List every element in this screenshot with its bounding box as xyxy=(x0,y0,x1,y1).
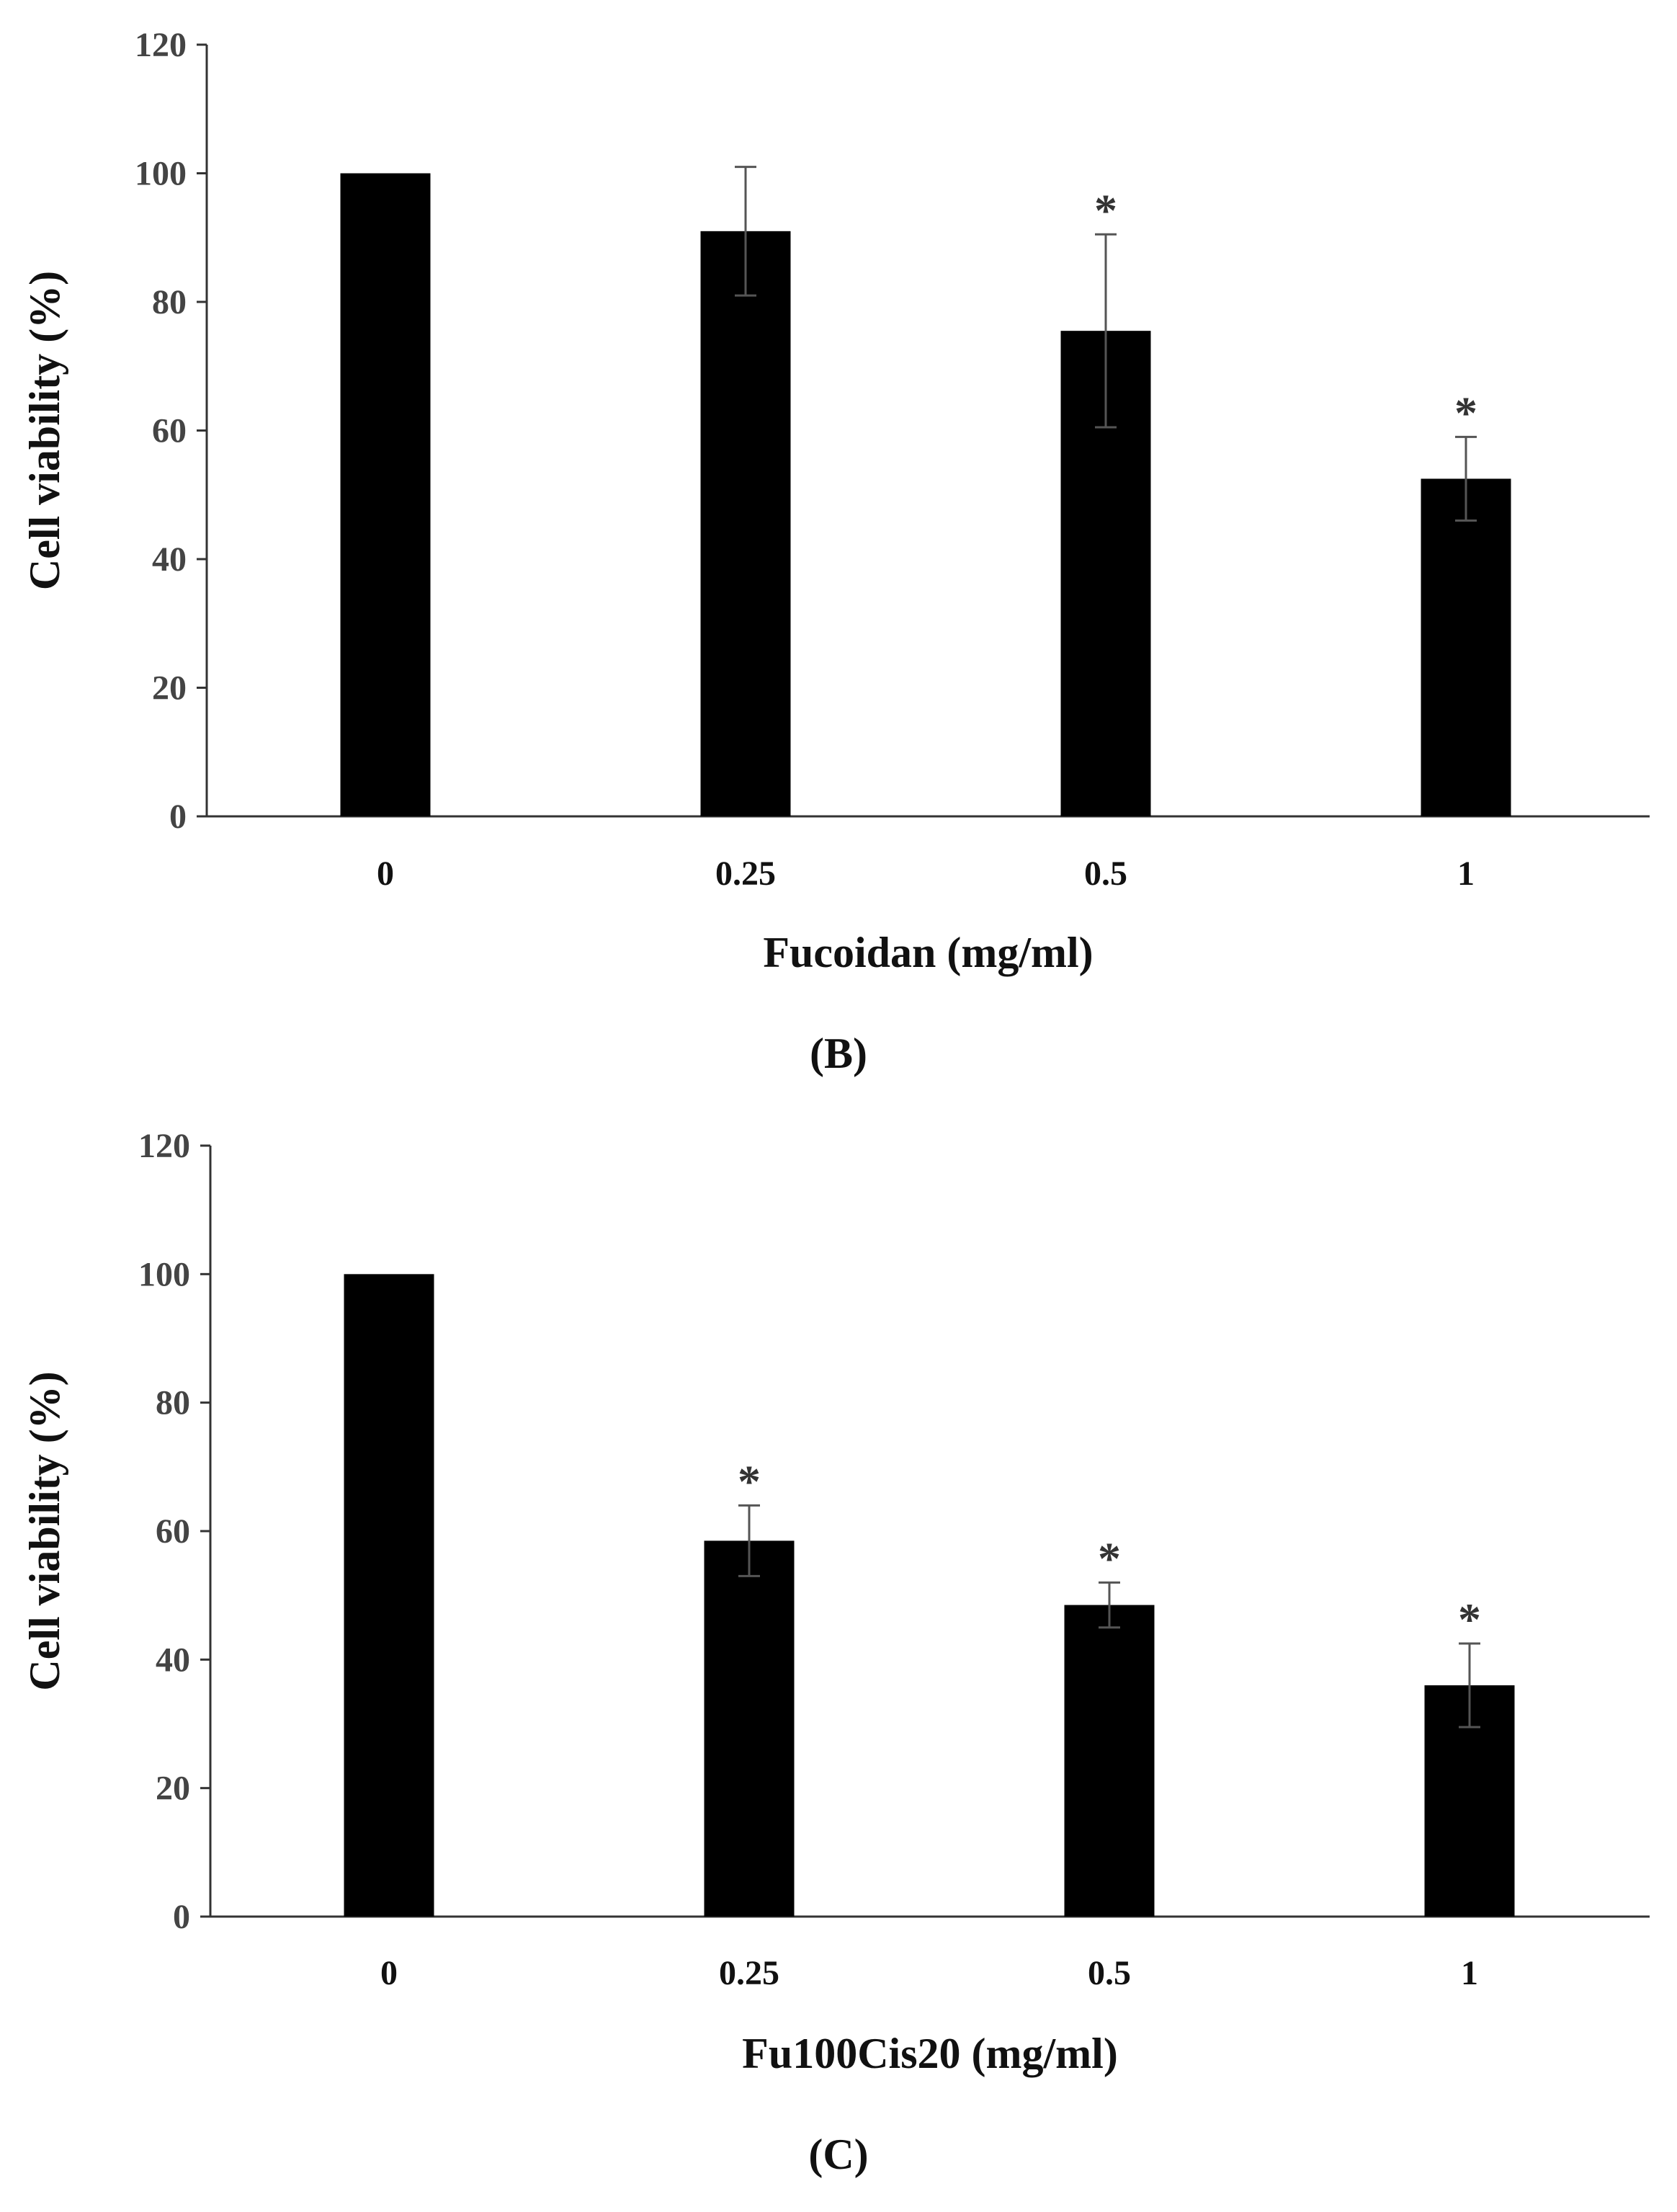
y-tick-label: 0 xyxy=(173,1898,190,1936)
y-tick-label: 20 xyxy=(152,669,187,708)
y-axis-title: Cell viability (%) xyxy=(21,1371,68,1690)
significance-mark: * xyxy=(738,1455,761,1507)
x-tick-label: 1 xyxy=(1457,855,1475,893)
bar xyxy=(700,231,791,816)
bar xyxy=(1421,478,1511,816)
x-axis-title: Fu100Cis20 (mg/ml) xyxy=(742,2030,1118,2077)
x-tick-label: 0 xyxy=(377,855,394,893)
bar xyxy=(704,1540,795,1917)
bar xyxy=(340,173,431,816)
chart-panel-b: 0 20 40 60 80 100 120 0 0.25 * 0.5 * 1 Fucoidan (mg/m… xyxy=(21,26,1650,1077)
panel-label: (B) xyxy=(810,1030,867,1077)
x-tick-label: 0.25 xyxy=(719,1954,779,1992)
y-tick-label: 120 xyxy=(135,26,187,64)
y-tick-label: 60 xyxy=(156,1512,190,1551)
y-tick-label: 120 xyxy=(138,1127,190,1165)
bar xyxy=(1064,1605,1155,1917)
significance-mark: * xyxy=(1098,1533,1121,1584)
y-axis-title: Cell viability (%) xyxy=(21,271,68,590)
bar xyxy=(344,1274,434,1917)
y-tick-label: 80 xyxy=(152,283,187,321)
chart-panel-c: 0 20 40 60 80 100 120 0 * 0.25 * 0.5 * 1 Fu100Cis20 (m… xyxy=(21,1127,1650,2178)
y-tick-label: 100 xyxy=(138,1255,190,1293)
y-tick-label: 100 xyxy=(135,155,187,193)
y-tick-label: 0 xyxy=(169,798,187,836)
panel-label: (C) xyxy=(808,2131,868,2178)
significance-mark: * xyxy=(1454,387,1477,438)
y-tick-label: 40 xyxy=(156,1641,190,1679)
y-tick-label: 60 xyxy=(152,412,187,450)
x-tick-label: 0.5 xyxy=(1088,1954,1131,1992)
y-tick-label: 80 xyxy=(156,1384,190,1422)
x-tick-label: 0.25 xyxy=(715,855,776,893)
x-tick-label: 0 xyxy=(380,1954,398,1992)
x-axis-title: Fucoidan (mg/ml) xyxy=(763,929,1093,976)
x-tick-label: 1 xyxy=(1461,1954,1478,1992)
significance-mark: * xyxy=(1094,184,1117,236)
significance-mark: * xyxy=(1458,1594,1481,1645)
y-tick-label: 20 xyxy=(156,1770,190,1808)
x-tick-label: 0.5 xyxy=(1084,855,1127,893)
y-tick-label: 40 xyxy=(152,540,187,579)
